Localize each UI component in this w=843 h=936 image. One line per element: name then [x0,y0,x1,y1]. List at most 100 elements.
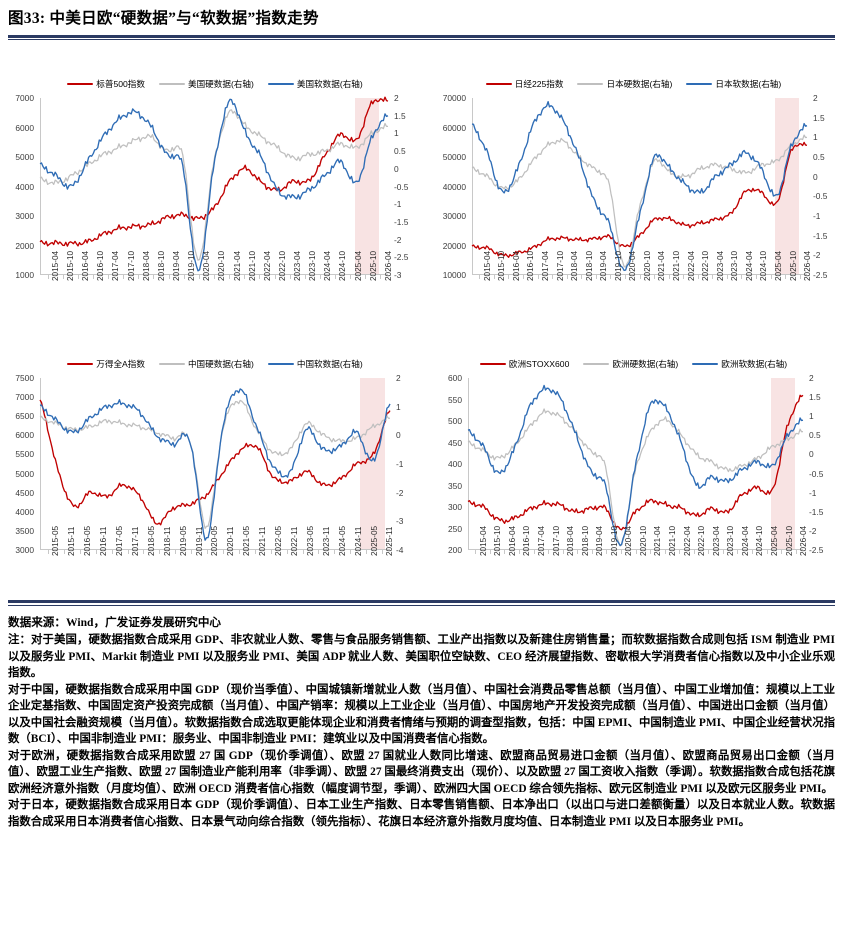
x-axis-tick [382,550,384,554]
y-axis-right-tick-label: -3 [394,270,402,280]
axis-frame [40,378,390,550]
x-axis-tick [781,550,783,554]
series-line [471,141,808,258]
x-axis-tick-label: 2022-10 [277,250,287,281]
series-layer [471,101,808,272]
figure-footer: 数据来源：Wind，广发证券发展研究中心 注：对于美国，硬数据指数合成采用 GD… [0,600,843,830]
x-axis-tick [143,550,145,554]
y-axis-left-tick-label: 5000 [15,468,34,479]
x-axis-tick-label: 2022-04 [686,250,696,281]
x-axis-tick-label: 2023-10 [308,250,318,281]
x-axis-tick-label: 2015-04 [50,250,60,281]
y-axis-right-tick-label: -1 [394,199,402,210]
x-axis-tick-label: 2019-04 [172,250,181,281]
y-axis-right-tick-label: -0.5 [394,181,409,192]
x-axis-tick [518,550,520,554]
x-axis-tick [198,275,200,279]
x-axis-tick [168,275,170,279]
x-axis-tick [270,550,272,554]
x-axis-tick-label: 2020-10 [217,250,227,281]
y-axis-right-tick-label: -4 [396,545,404,555]
x-axis-tick [606,550,608,554]
y-axis-right-tick-label: 1 [396,401,401,412]
axis-frame [472,98,807,275]
y-axis-left-tick-label: 500 [448,416,462,426]
x-axis-tick [679,550,681,554]
x-axis-tick-label: 2020-11 [226,526,236,556]
axis-frame [468,378,803,550]
y-axis-right-tick-label: -2 [396,487,404,498]
x-axis-tick-label: 2024-10 [338,250,348,281]
legend-label: 万得全A指数 [96,359,145,369]
x-axis-tick [795,550,797,554]
x-axis-tick-label: 2018-05 [146,525,156,556]
y-axis-left-tick-label: 6500 [15,411,34,422]
legend-label: 欧洲软数据(右轴) [721,359,788,369]
figure-title-bar: 图33: 中美日欧“硬数据”与“软数据”指数走势 [0,0,843,32]
legend-swatch-line-icon [67,362,94,366]
x-axis-tick [92,275,94,279]
legend-item: 日本软数据(右轴) [686,78,781,90]
x-axis-tick [123,275,125,279]
y-axis-right-tick-label: 0 [813,171,818,182]
x-axis-tick-label: 2018-11 [162,526,172,556]
legend-item: 万得全A指数 [67,358,145,370]
y-axis-left-tick-label: 10000 [442,270,466,280]
x-axis-tick-label: 2021-05 [242,525,252,556]
plot-area-europe: 600 550 500 450 400 350 300 250 200 2 1.5 1 0.5 0 -0.5… [424,372,843,630]
x-axis-tick-label: 2023-11 [321,526,331,556]
x-axis-tick-label: 2016-10 [96,250,106,281]
series-line [39,388,391,541]
x-axis-tick [244,275,246,279]
legend-item: 中国硬数据(右轴) [158,358,254,370]
series-line [39,96,389,247]
x-axis-tick-label: 2020-10 [642,250,652,281]
y-axis-left-tick-label: 1000 [15,270,34,280]
y-axis-left-tick-label: 250 [448,523,462,534]
legend-item: 中国软数据(右轴) [267,358,363,370]
y-axis-right-tick-label: 2 [394,93,399,103]
y-axis-right-tick-label: 0 [809,449,814,460]
x-axis-tick-label: 2022-04 [682,525,692,556]
x-axis-tick [581,275,583,279]
x-axis-tick-label: 2026-04 [803,250,813,281]
title-divider-thick [8,35,835,38]
x-axis-tick-label: 2018-10 [580,525,590,556]
plot-area-japan: 70000 60000 50000 40000 30000 20000 10000 2 1.5 1… [424,92,843,357]
x-axis-tick [562,550,564,554]
x-axis-tick [493,275,495,279]
x-axis-tick-label: 2024-10 [755,525,765,556]
y-axis-left-tick-label: 400 [448,459,462,469]
x-axis-tick [552,275,554,279]
x-axis-tick-label: 2017-04 [536,525,546,556]
y-axis-right-tick-label: -1.5 [394,216,409,227]
x-axis-tick-label: 2024-05 [337,525,347,556]
y-axis-left-tick-label: 60000 [442,122,466,133]
chart-panel-us: 标普500指数 美国硬数据(右轴) 美国软数据(右轴) 7000 6000 5000… [0,76,430,361]
x-axis-tick-label: 2017-05 [114,525,124,556]
x-axis-tick-label: 2024-04 [323,250,333,281]
x-axis-tick-label: 2023-04 [711,525,721,556]
x-axis-tick-label: 2025-10 [788,250,798,281]
legend-japan: 日经225指数 日本硬数据(右轴) 日本软数据(右轴) [424,76,843,92]
x-axis-tick [726,275,728,279]
x-axis-tick [756,275,758,279]
x-axis-tick [508,275,510,279]
y-axis-left-tick-label: 3000 [15,545,34,555]
x-axis-tick [304,275,306,279]
x-axis-tick-label: 2023-10 [730,250,740,281]
y-axis-right-tick-label: -2.5 [809,545,824,555]
footer-divider-thin [8,605,835,606]
y-axis-left-tick-label: 50000 [442,152,466,162]
x-axis-tick [620,550,622,554]
y-axis-right-tick-label: 0 [396,430,401,441]
title-divider-thin [8,39,835,40]
x-axis-tick-label: 2016-04 [507,525,517,556]
x-axis-tick [366,550,368,554]
legend-swatch-line-icon [485,82,512,86]
y-axis-right-tick-label: -1.5 [813,230,828,241]
x-axis-tick [533,550,535,554]
y-axis-right-tick-label: -2.5 [813,270,828,280]
data-source: 数据来源：Wind，广发证券发展研究中心 [8,616,222,629]
y-axis-right-tick-label: 2 [809,373,814,383]
